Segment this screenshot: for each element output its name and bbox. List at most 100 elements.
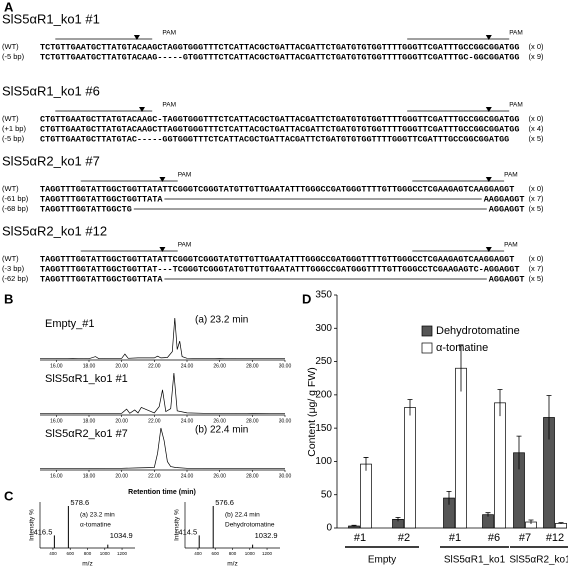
- clone-count: (x 5): [529, 204, 545, 213]
- cut-site: [159, 177, 166, 182]
- x-tick-label: 30.00: [279, 363, 292, 369]
- legend-swatch: [421, 342, 433, 354]
- x-tick-label: 28.00: [246, 418, 259, 424]
- allele-label: (-61 bp): [2, 194, 29, 203]
- peak-label: 414.5: [178, 527, 197, 536]
- sequence-left: TAGGTTTGGTATTGGCTGGTTATA: [40, 274, 163, 284]
- peak-label: 578.6: [70, 498, 89, 507]
- error-bar: [516, 435, 522, 470]
- x-tick-label: 28.00: [246, 473, 259, 479]
- x-tick-label: #6: [488, 532, 500, 544]
- compound-name: α-tomatine: [80, 522, 111, 529]
- x-tick-label: 20.00: [115, 473, 128, 479]
- clone-count: (x 7): [529, 194, 545, 203]
- bar: [404, 407, 416, 529]
- panel-label: B: [4, 291, 13, 306]
- error-bar: [497, 389, 503, 417]
- allele-label: (-62 bp): [2, 274, 29, 283]
- x-tick-label: 800: [229, 551, 237, 556]
- x-tick-label: 16.00: [50, 473, 63, 479]
- x-tick-label: 30.00: [279, 473, 292, 479]
- cut-site: [485, 247, 492, 252]
- sequence: CTGTTGAATGCTTATGTACAAGC-TAGGTGGGTTTCTCAT…: [40, 114, 519, 124]
- x-tick-label: 24.00: [181, 418, 194, 424]
- trace-name: SlS5αR2_ko1 #7: [45, 428, 128, 440]
- peak-label: 1034.9: [110, 531, 133, 540]
- x-tick-label: 26.00: [213, 418, 226, 424]
- group-label: SlS5αR1_ko1: [444, 555, 506, 566]
- x-tick-label: 28.00: [246, 363, 259, 369]
- pam-label: PAM: [504, 242, 518, 249]
- trace-name: Empty_#1: [45, 318, 95, 330]
- peak-annotation: (a) 23.2 min: [195, 315, 248, 326]
- x-tick-label: 26.00: [213, 473, 226, 479]
- cut-site: [159, 247, 166, 252]
- y-axis-label: Intensity %: [29, 509, 36, 541]
- y-axis-label: Content (μg/ g FW): [306, 367, 318, 457]
- x-tick-label: 26.00: [213, 363, 226, 369]
- y-tick-label: 0: [326, 523, 332, 534]
- x-tick-label: 400: [194, 551, 202, 556]
- y-axis-label: Intensity %: [174, 509, 181, 541]
- clone-count: (x 0): [529, 254, 545, 263]
- peak-label: 1032.9: [255, 531, 278, 540]
- x-tick-label: 1200: [117, 551, 128, 556]
- x-tick-label: 22.00: [148, 418, 161, 424]
- cut-site: [485, 35, 492, 40]
- x-tick-label: 16.00: [50, 363, 63, 369]
- peak-label: 576.6: [215, 498, 234, 507]
- group-label: SlS5αR2_ko1: [509, 555, 568, 566]
- clone-count: (x 0): [529, 42, 545, 51]
- sequence-left: TAGGTTTGGTATTGGCTGGTTATA: [40, 194, 163, 204]
- pam-label: PAM: [178, 242, 192, 249]
- x-tick-label: 1000: [245, 551, 256, 556]
- error-bar: [407, 399, 413, 416]
- spectrum-annotation: (b) 22.4 min: [225, 512, 260, 519]
- clone-count: (x 9): [529, 52, 545, 61]
- y-tick-label: 50: [321, 489, 333, 500]
- panel-label: C: [4, 488, 14, 503]
- x-axis-label: m/z: [82, 561, 92, 568]
- y-tick-label: 250: [315, 356, 332, 367]
- sequence: TAGGTTTGGTATTGGCTGGTTATATTCGGGTCGGGTATGT…: [40, 184, 514, 194]
- clone-count: (x 4): [529, 124, 545, 133]
- sequence: TCTGTTGAATGCTTATGTACAAGCTAGGTGGGTTTCTCAT…: [40, 42, 519, 52]
- y-tick-label: 350: [315, 290, 332, 301]
- chromatogram-trace: [40, 427, 285, 470]
- x-tick-label: 22.00: [148, 363, 161, 369]
- trace-name: SlS5αR1_ko1 #1: [45, 373, 128, 385]
- clone-count: (x 7): [529, 264, 545, 273]
- pam-label: PAM: [178, 172, 192, 179]
- block-title: SlS5αR1_ko1 #1: [2, 11, 100, 26]
- peak-annotation: (b) 22.4 min: [195, 425, 248, 436]
- x-axis-label: m/z: [227, 561, 237, 568]
- legend-label: α-tomatine: [436, 342, 488, 354]
- x-tick-label: 18.00: [83, 473, 96, 479]
- y-tick-label: 150: [315, 423, 332, 434]
- allele-label: (-5 bp): [2, 52, 25, 61]
- cut-site: [485, 177, 492, 182]
- error-bar: [458, 344, 464, 392]
- x-tick-label: 400: [49, 551, 57, 556]
- y-tick-label: 300: [315, 323, 332, 334]
- sequence-right: AGGAGGT: [489, 204, 525, 214]
- error-bar: [446, 490, 452, 505]
- cut-site: [139, 107, 145, 112]
- pam-label: PAM: [504, 172, 518, 179]
- x-tick-label: 18.00: [83, 363, 96, 369]
- pam-label: PAM: [509, 102, 523, 109]
- allele-label: (WT): [2, 184, 19, 193]
- y-tick-label: 100: [315, 456, 332, 467]
- pam-label: PAM: [509, 30, 523, 37]
- sequence: TAGGTTTGGTATTGGCTGGTTATATTCGGGTCGGGTATGT…: [40, 254, 514, 264]
- bar: [360, 463, 372, 529]
- sequence: CTGTTGAATGCTTATGTAC-----GGTGGGTTTCTCATTA…: [40, 134, 509, 144]
- allele-label: (WT): [2, 254, 19, 263]
- allele-label: (-68 bp): [2, 204, 29, 213]
- x-axis-label: Retention time (min): [128, 489, 196, 496]
- x-tick-label: 18.00: [83, 418, 96, 424]
- clone-count: (x 5): [529, 274, 545, 283]
- compound-name: Dehydrotomatine: [225, 522, 275, 529]
- error-bar: [351, 524, 357, 527]
